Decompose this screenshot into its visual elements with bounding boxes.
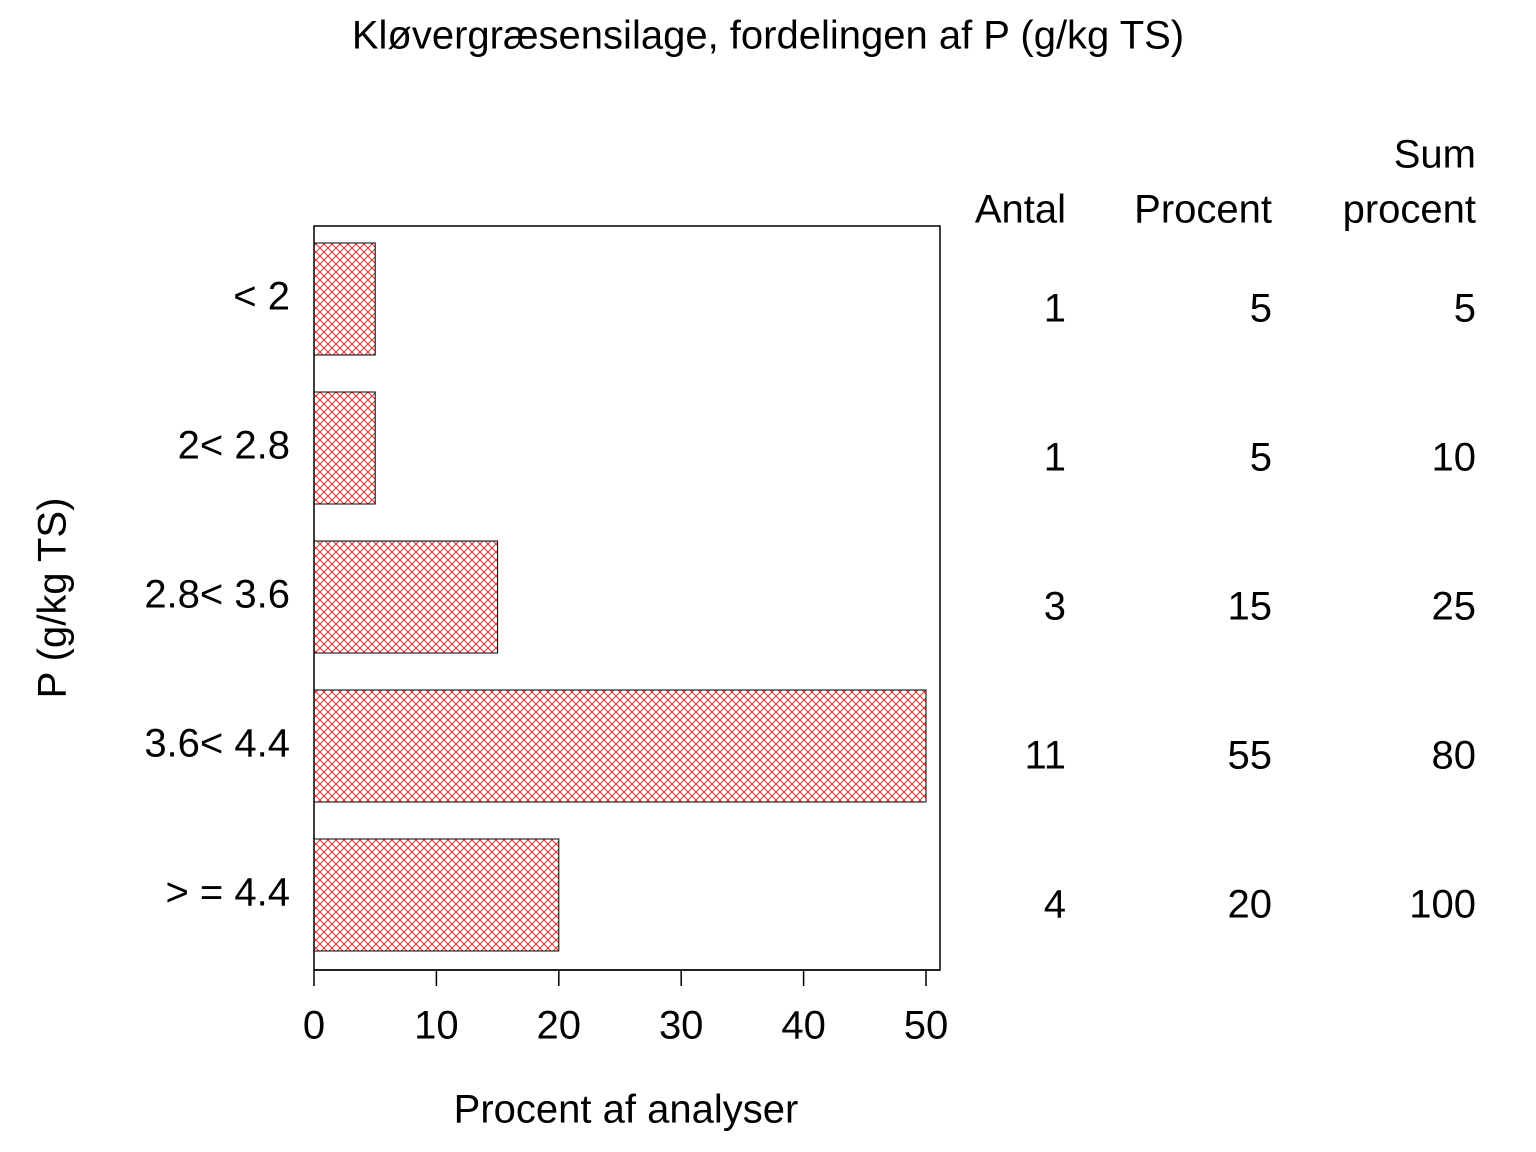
- table-cell: 5: [1250, 287, 1272, 331]
- y-tick-label: 2< 2.8: [178, 424, 290, 468]
- table-cell: 3: [1044, 585, 1066, 629]
- table-cell: 5: [1454, 287, 1476, 331]
- table-cell: 55: [1228, 734, 1273, 778]
- x-axis-label: Procent af analyser: [454, 1088, 799, 1132]
- x-tick-label: 10: [414, 1004, 459, 1048]
- table-cell: 1: [1044, 287, 1066, 331]
- table-cell: 1: [1044, 436, 1066, 480]
- table-cell: 15: [1228, 585, 1273, 629]
- y-tick-label: 2.8< 3.6: [144, 573, 290, 617]
- table-cell: 100: [1409, 883, 1476, 927]
- chart-title: Kløvergræsensilage, fordelingen af P (g/…: [352, 14, 1184, 58]
- x-tick-label: 20: [537, 1004, 582, 1048]
- y-tick-label: 3.6< 4.4: [144, 722, 290, 766]
- x-tick-label: 30: [659, 1004, 704, 1048]
- table-cell: 80: [1432, 734, 1477, 778]
- y-tick-label: > = 4.4: [165, 871, 290, 915]
- y-tick-label: < 2: [233, 275, 290, 319]
- x-tick-label: 0: [303, 1004, 325, 1048]
- bar: [313, 391, 376, 505]
- table-cell: 10: [1432, 436, 1477, 480]
- bar: [313, 540, 499, 654]
- table-cell: 5: [1250, 436, 1272, 480]
- x-tick-label: 40: [781, 1004, 826, 1048]
- table-cell: 11: [1024, 734, 1066, 778]
- y-axis-label: P (g/kg TS): [31, 498, 75, 699]
- bar: [313, 242, 376, 356]
- table-cell: 4: [1044, 883, 1066, 927]
- table-cell: 25: [1432, 585, 1477, 629]
- table-cell: 20: [1228, 883, 1273, 927]
- table-header: Sum: [1394, 133, 1476, 177]
- bar: [313, 689, 927, 803]
- x-tick-label: 50: [904, 1004, 949, 1048]
- table-header: Procent: [1134, 188, 1272, 232]
- bar: [313, 838, 560, 952]
- table-header: procent: [1343, 188, 1476, 232]
- table-header: Antal: [975, 188, 1066, 232]
